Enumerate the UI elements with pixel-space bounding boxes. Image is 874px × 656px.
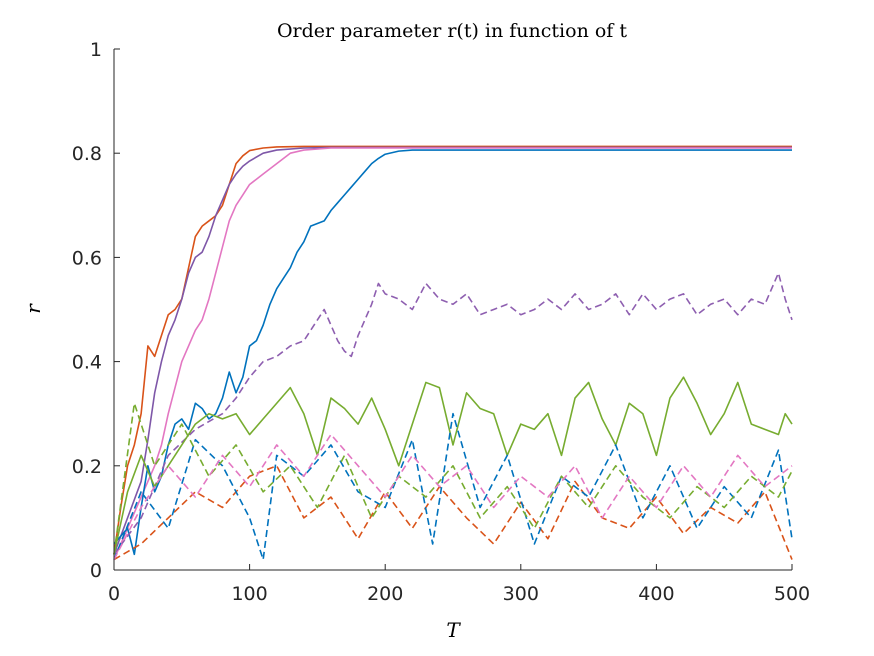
x-tick-label: 300 [503, 583, 539, 605]
series-line-9 [113, 402, 793, 555]
series-line-7 [113, 465, 793, 561]
y-tick-label: 0.6 [72, 247, 102, 269]
y-tick-label: 0.8 [72, 143, 102, 165]
y-tick-label: 0.2 [72, 456, 102, 478]
series-line-1 [113, 145, 792, 555]
x-tick-label: 200 [367, 583, 403, 605]
series-line-6 [113, 376, 793, 555]
y-axis-ticks: 0 0.2 0.4 0.6 0.8 1 [72, 39, 120, 582]
x-axis-ticks: 0 100 200 300 400 500 [108, 564, 810, 605]
series-line-5 [113, 272, 793, 555]
chart-title: Order parameter r(t) in function of t [277, 20, 627, 42]
y-tick-label: 0 [90, 560, 102, 582]
y-tick-label: 0.4 [72, 352, 102, 374]
x-tick-label: 0 [108, 583, 120, 605]
x-tick-label: 400 [638, 583, 674, 605]
series-line-3 [113, 147, 792, 560]
x-tick-label: 100 [231, 583, 267, 605]
x-axis-label: T [446, 618, 461, 642]
y-axis-label: r [21, 303, 45, 314]
series-line-10 [113, 433, 793, 560]
series-group [113, 145, 793, 561]
series-line-2 [113, 146, 792, 555]
series-line-8 [113, 412, 793, 561]
x-tick-label: 500 [774, 583, 810, 605]
y-tick-label: 1 [90, 39, 102, 61]
